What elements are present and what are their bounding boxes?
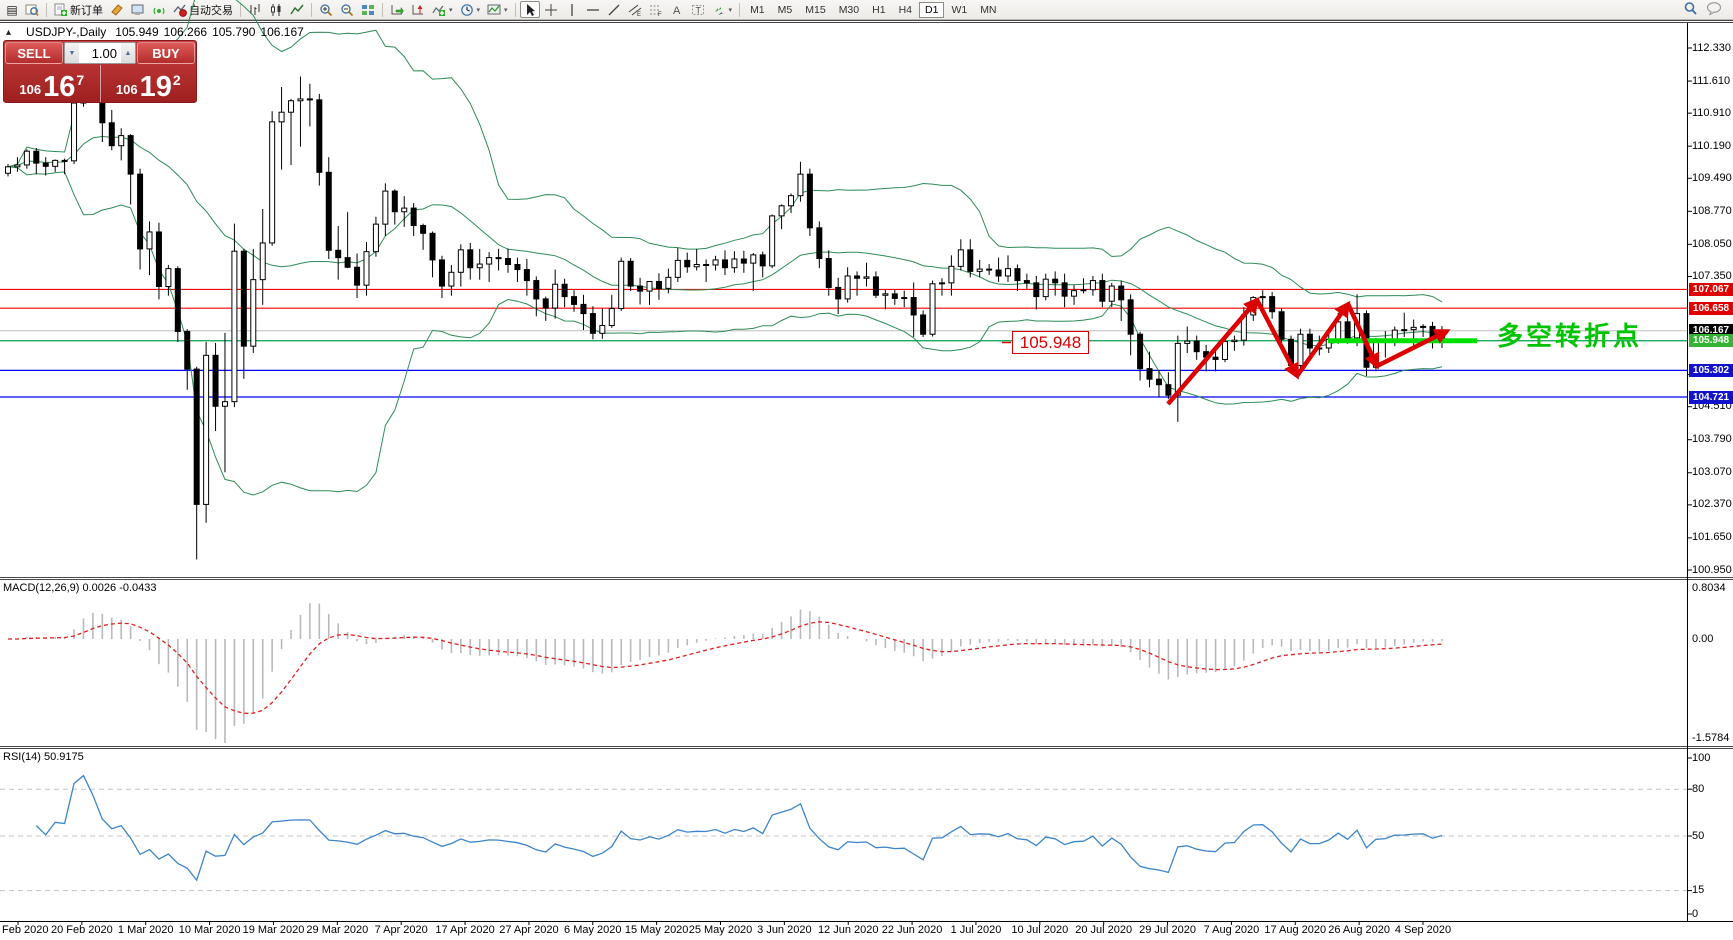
autotrading-label: 自动交易 [189, 4, 233, 17]
add-indicator-button[interactable]: ▾ [429, 1, 456, 18]
timeframe-h4[interactable]: H4 [898, 3, 912, 16]
template-icon [487, 4, 501, 14]
tile-windows-icon[interactable] [358, 1, 378, 18]
chart-window-border [0, 20, 1733, 23]
toolbar-separator [514, 2, 516, 17]
timeframe-h1[interactable]: H1 [872, 3, 886, 16]
trendline-tool[interactable] [604, 1, 624, 18]
text-label-tool[interactable]: T [688, 1, 708, 18]
bar-chart-icon[interactable] [245, 1, 265, 18]
sell-button[interactable]: SELL [5, 42, 63, 64]
one-click-trading-panel: SELL ▼ 1.00 ▲ BUY 106 16 7 106 19 2 [3, 40, 197, 103]
buy-price-figure: 106 [115, 82, 138, 97]
toolbar-separator [46, 2, 47, 17]
clock-icon [460, 3, 473, 16]
autoscroll-icon[interactable] [387, 1, 407, 18]
chevron-down-icon: ▾ [476, 6, 481, 14]
autotrading-icon [173, 4, 187, 17]
eraser-icon[interactable] [107, 1, 127, 18]
crosshair-tool[interactable] [541, 1, 561, 18]
new-order-icon [54, 3, 67, 16]
periods-button[interactable]: ▾ [457, 1, 484, 18]
timeframe-mn[interactable]: MN [980, 3, 997, 16]
main-toolbar: ▤ 新订单 自动交易 ▾ ▾ ▾ E F [0, 0, 1733, 20]
terminal-icon[interactable]: ▤ [6, 2, 18, 17]
autotrading-button[interactable]: 自动交易 [170, 1, 236, 18]
data-window-icon[interactable] [22, 1, 42, 18]
toolbar-separator [739, 2, 741, 17]
zoom-out-icon[interactable] [337, 1, 357, 18]
timeframe-m1[interactable]: M1 [750, 3, 765, 16]
signals-icon[interactable] [149, 1, 169, 18]
sell-price-big: 16 [43, 71, 76, 103]
new-order-button[interactable]: 新订单 [51, 1, 106, 18]
arrow-shapes-icon [714, 6, 724, 15]
add-indicator-icon [432, 5, 445, 16]
timeframe-group: M1 M5 M15 M30 H1 H4 D1 W1 MN [744, 1, 1002, 18]
chevron-down-icon: ▾ [449, 6, 453, 14]
buy-price-big: 19 [139, 71, 172, 103]
arrows-tool[interactable]: ▾ [709, 1, 736, 18]
chat-icon[interactable] [1706, 1, 1722, 19]
svg-text:T: T [695, 5, 701, 15]
text-tool[interactable]: A [667, 1, 687, 18]
timeframe-w1[interactable]: W1 [951, 3, 968, 16]
volume-value[interactable]: 1.00 [91, 45, 117, 61]
sell-price-pip: 7 [76, 72, 85, 88]
line-chart-icon[interactable] [287, 1, 307, 18]
candlestick-chart-icon[interactable] [266, 1, 286, 18]
horizontal-line-tool[interactable] [583, 1, 603, 18]
toolbar-separator [240, 2, 241, 17]
timeframe-m5[interactable]: M5 [777, 3, 793, 16]
volume-down-button[interactable]: ▼ [65, 43, 79, 63]
timeframe-m30[interactable]: M30 [838, 3, 860, 16]
zoom-in-icon[interactable] [316, 1, 336, 18]
toolbar-right-group [1683, 1, 1730, 19]
buy-button[interactable]: BUY [137, 42, 195, 64]
fibonacci-tool[interactable]: F [646, 1, 666, 18]
search-icon[interactable] [1683, 1, 1698, 19]
metaeditor-icon[interactable] [128, 1, 148, 18]
equidistant-channel-tool[interactable]: E [625, 1, 645, 18]
buy-price-pip: 2 [172, 72, 181, 88]
svg-text:F: F [658, 12, 662, 17]
templates-button[interactable]: ▾ [484, 1, 511, 18]
volume-spinner: ▼ 1.00 ▲ [64, 42, 136, 64]
timeframe-m15[interactable]: M15 [805, 3, 826, 16]
toolbar-separator [311, 2, 312, 17]
sell-price[interactable]: 106 16 7 [4, 65, 101, 102]
chevron-down-icon: ▾ [728, 6, 733, 14]
svg-text:E: E [637, 12, 641, 17]
chart-shift-icon[interactable] [408, 1, 428, 18]
cursor-tool[interactable] [519, 1, 540, 18]
buy-price[interactable]: 106 19 2 [101, 65, 197, 102]
sell-price-figure: 106 [19, 82, 42, 97]
svg-text:A: A [673, 5, 681, 17]
timeframe-d1[interactable]: D1 [919, 1, 945, 18]
volume-up-button[interactable]: ▲ [121, 43, 135, 63]
new-order-label: 新订单 [70, 4, 103, 17]
chevron-down-icon: ▾ [504, 6, 508, 14]
toolbar-separator [382, 2, 383, 17]
vertical-line-tool[interactable] [562, 1, 582, 18]
